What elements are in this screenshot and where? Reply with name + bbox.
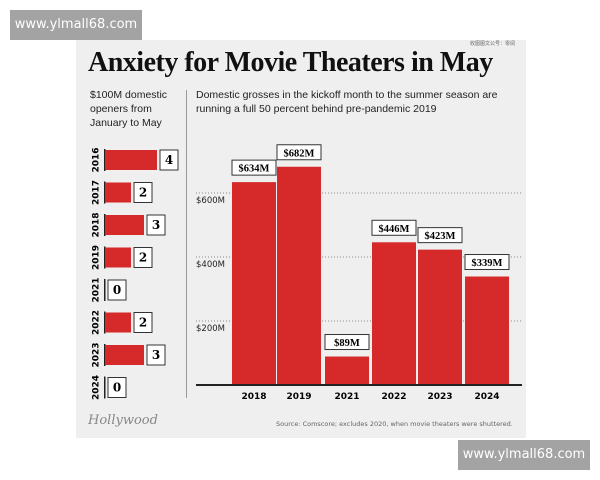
left-subtitle: $100M domestic openers from January to M…: [90, 89, 168, 129]
count-label: 0: [113, 381, 121, 395]
year-label: 2017: [92, 180, 102, 205]
divider: [186, 90, 187, 398]
count-box: [146, 344, 166, 366]
count-label: 2: [139, 251, 147, 265]
count-label: 4: [165, 153, 173, 167]
right-subtitle: Domestic grosses in the kickoff month to…: [196, 89, 498, 115]
value-label: $89M: [334, 338, 360, 349]
year-label: 2021: [92, 277, 102, 302]
x-tick-label: 2022: [381, 392, 406, 402]
year-label: 2022: [92, 310, 102, 335]
count-box: [107, 279, 127, 301]
x-tick-label: 2018: [241, 392, 266, 402]
count-box: [146, 214, 166, 236]
value-label-box: [276, 144, 322, 161]
count-label: 2: [139, 316, 147, 330]
count-label: 3: [152, 348, 160, 362]
opener-bar: [105, 247, 131, 268]
count-box: [159, 149, 179, 171]
gross-bar: [418, 249, 462, 385]
count-box: [133, 182, 153, 203]
count-box: [107, 377, 127, 398]
gross-bar: [277, 166, 321, 385]
y-tick-label: $600M: [196, 196, 225, 206]
gross-bar: [325, 356, 369, 385]
gross-bar: [372, 242, 416, 385]
count-box: [133, 312, 153, 333]
credit: 收图图文公号：零阅: [470, 41, 516, 47]
x-tick-label: 2019: [286, 392, 311, 402]
opener-bar: [105, 182, 131, 203]
opener-bar: [105, 312, 131, 333]
value-label: $446M: [379, 224, 410, 235]
opener-bar: [105, 345, 144, 365]
count-label: 0: [113, 283, 121, 297]
value-label: $682M: [284, 148, 315, 159]
x-tick-label: 2023: [427, 392, 452, 402]
value-label-box: [371, 219, 417, 236]
value-label-box: [231, 159, 277, 176]
opener-bar: [105, 215, 144, 235]
year-label: 2016: [92, 147, 102, 172]
opener-bar: [105, 150, 157, 170]
count-label: 3: [152, 218, 160, 232]
axis-tick: [104, 311, 106, 334]
value-label-box: [417, 227, 463, 244]
axis-tick: [104, 181, 106, 204]
gross-bar: [232, 182, 276, 385]
page-title: Anxiety for Movie Theaters in May: [88, 47, 493, 78]
x-tick-label: 2024: [474, 392, 499, 402]
x-tick-label: 2021: [334, 392, 359, 402]
axis-tick: [104, 376, 106, 399]
year-label: 2018: [92, 212, 102, 237]
value-label-box: [324, 334, 370, 351]
count-box: [133, 247, 153, 268]
watermark-bottom: www.ylmall68.com: [458, 440, 590, 470]
year-label: 2023: [92, 342, 102, 367]
year-label: 2019: [92, 245, 102, 270]
gross-bar: [465, 276, 509, 385]
watermark-top: www.ylmall68.com: [10, 10, 142, 40]
y-tick-label: $200M: [196, 324, 225, 334]
year-label: 2024: [92, 375, 102, 400]
y-tick-label: $400M: [196, 260, 225, 270]
value-label-box: [464, 254, 510, 271]
value-label: $339M: [472, 258, 503, 269]
axis-tick: [104, 279, 106, 301]
count-label: 2: [139, 186, 147, 200]
axis-tick: [104, 214, 106, 236]
axis-tick: [104, 246, 106, 269]
hollywood-reporter-logo: Hollywood: [88, 413, 158, 428]
value-label: $423M: [425, 231, 456, 242]
source-note: Source: Comscore; excludes 2020, when mo…: [276, 420, 513, 428]
axis-tick: [104, 149, 106, 171]
axis-tick: [104, 344, 106, 366]
value-label: $634M: [239, 164, 270, 175]
